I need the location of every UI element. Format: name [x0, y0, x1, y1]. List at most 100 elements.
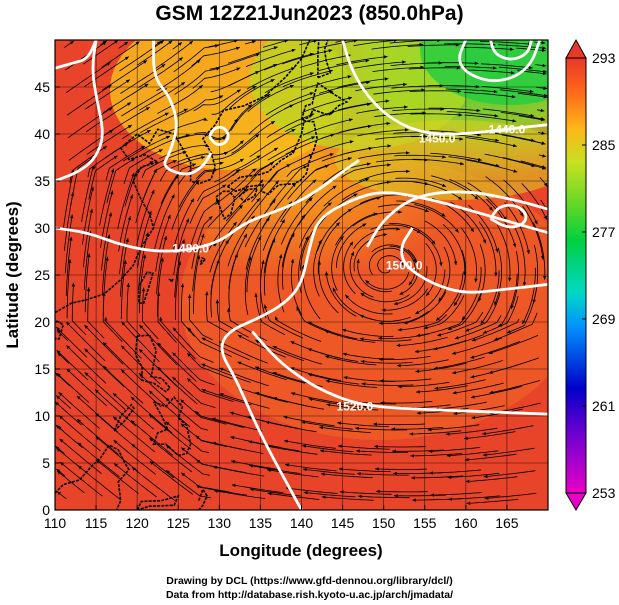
streamline — [517, 92, 548, 98]
chart-title: GSM 12Z21Jun2023 (850.0hPa) — [155, 2, 464, 25]
colorbar-top-arrow — [565, 38, 587, 59]
streamline — [55, 326, 88, 358]
streamline — [165, 397, 209, 431]
streamline-arrow — [251, 40, 256, 44]
streamline-arrow — [127, 125, 132, 129]
streamline — [354, 61, 406, 69]
streamline-arrow — [172, 160, 177, 164]
streamline-arrow — [182, 150, 187, 155]
streamline-arrow — [301, 214, 306, 219]
streamline-arrow — [396, 343, 401, 348]
streamline-arrow — [430, 493, 434, 497]
streamline-arrow — [102, 146, 107, 150]
streamline — [484, 153, 536, 167]
streamline-arrow — [373, 422, 377, 426]
streamline — [359, 314, 411, 322]
streamline-arrow — [110, 168, 115, 173]
streamline — [274, 316, 322, 342]
streamline-arrow — [125, 79, 130, 84]
streamline — [229, 79, 275, 109]
coastlines — [55, 40, 349, 510]
streamline-arrow — [336, 222, 340, 227]
streamline-arrow — [84, 372, 89, 377]
streamline-arrow — [441, 213, 446, 217]
streamline — [266, 445, 318, 455]
streamline — [56, 350, 89, 381]
streamline — [302, 118, 353, 136]
streamline-arrow — [541, 48, 546, 53]
streamline — [192, 233, 205, 292]
streamline-arrow — [416, 333, 421, 338]
streamline — [172, 352, 215, 386]
streamline-arrow — [385, 99, 390, 103]
streamline-arrow — [103, 365, 107, 370]
streamline-arrow — [110, 190, 114, 195]
x-tick-label: 120 — [125, 515, 149, 531]
streamline — [84, 253, 90, 313]
streamline-arrow — [263, 304, 268, 309]
streamline-arrow — [121, 369, 125, 374]
streamline — [148, 390, 191, 428]
streamline-arrow — [165, 397, 170, 402]
streamline — [326, 403, 379, 411]
streamline — [178, 170, 217, 208]
footer-credit-data: Data from http://database.rish.kyoto-u.a… — [165, 589, 454, 601]
streamline-arrow — [171, 194, 175, 199]
streamline — [465, 476, 518, 482]
streamline-arrow — [338, 444, 342, 448]
colorbar: 293 285 277 269 261 253 — [565, 38, 616, 511]
streamline — [84, 372, 126, 410]
streamline — [303, 492, 356, 498]
streamline-arrow — [512, 143, 517, 148]
streamline-arrow — [415, 369, 420, 374]
streamline-arrow — [512, 243, 517, 248]
streamline-arrow — [482, 330, 487, 334]
streamline — [321, 496, 374, 501]
streamline — [428, 107, 481, 112]
y-tick-label: 10 — [34, 408, 50, 424]
y-axis-label: Latitude (degrees) — [3, 201, 22, 348]
streamline-arrow — [211, 417, 216, 421]
streamline — [488, 335, 539, 354]
coastline — [55, 40, 311, 314]
streamline-arrow — [404, 128, 409, 132]
streamline-arrow — [365, 59, 370, 63]
streamline-arrow — [201, 155, 206, 160]
streamline-arrow — [180, 399, 185, 404]
streamline — [228, 233, 248, 289]
streamline-arrow — [519, 212, 524, 217]
streamline-arrow — [180, 423, 185, 428]
streamline-arrow — [59, 438, 64, 443]
coastline — [198, 487, 208, 510]
streamline — [464, 114, 517, 122]
streamline-arrow — [543, 215, 547, 220]
streamline — [101, 41, 140, 68]
streamline-arrow — [470, 374, 475, 379]
streamline — [266, 113, 315, 139]
streamline — [464, 453, 517, 461]
streamline-arrow — [131, 158, 136, 162]
streamline — [336, 223, 367, 268]
streamline — [231, 484, 284, 493]
streamline — [121, 321, 160, 362]
streamline-arrow — [55, 372, 60, 377]
streamline — [395, 177, 447, 187]
streamline — [290, 258, 303, 316]
streamline — [307, 373, 360, 385]
streamline — [157, 292, 177, 343]
streamline-arrow — [255, 134, 260, 138]
y-tick-label: 30 — [34, 220, 50, 236]
streamline-arrow — [498, 323, 503, 327]
streamline-arrow — [387, 144, 392, 148]
streamline — [284, 440, 336, 449]
streamline-arrow — [181, 472, 186, 477]
streamline-arrow — [272, 345, 277, 350]
streamline-arrow — [278, 254, 283, 259]
streamline-arrow — [113, 440, 118, 444]
streamline-arrow — [235, 169, 240, 173]
streamline — [430, 492, 483, 496]
streamline-arrow — [131, 420, 135, 425]
streamline — [180, 423, 228, 448]
streamline — [285, 487, 338, 494]
streamline — [318, 260, 339, 314]
